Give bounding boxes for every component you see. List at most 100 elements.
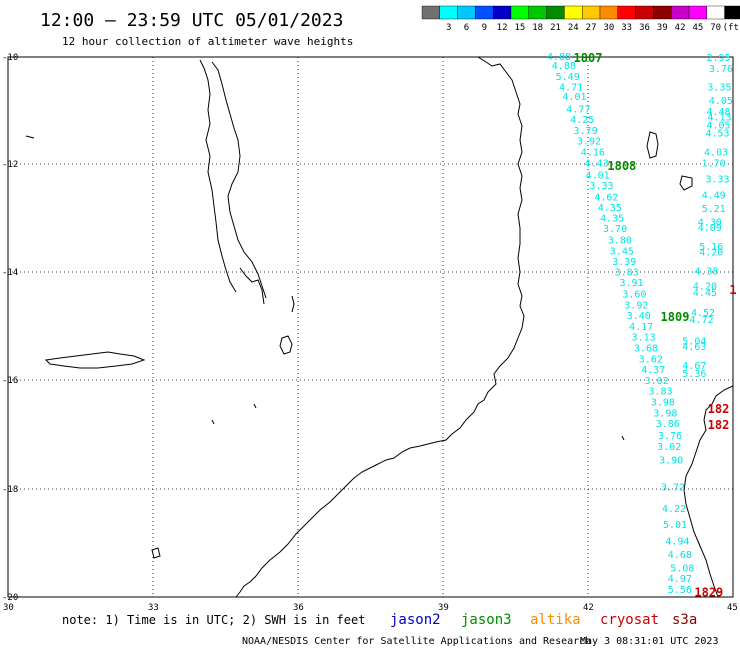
satellite-legend-cryosat: cryosat [600, 612, 659, 628]
madagascar-west-coast [683, 385, 734, 598]
satellite-legend-jason3: jason3 [461, 612, 512, 628]
wave-height-value: 3.62 [639, 354, 663, 365]
legend-swatch [617, 5, 636, 20]
wave-height-value: 5.04 [682, 337, 706, 348]
wave-height-value: 3.13 [632, 333, 656, 344]
legend-swatch [546, 5, 565, 20]
wave-height-value: 4.13 [707, 112, 731, 123]
lat-label: -20 [2, 593, 18, 603]
wave-height-value: 5.56 [668, 585, 692, 596]
wave-height-value: 4.17 [629, 322, 653, 333]
legend-tick-label: 18 [532, 23, 543, 33]
lake-patch [239, 267, 265, 305]
wave-height-value: 5.21 [702, 204, 726, 215]
wave-height-value: 3.70 [603, 224, 627, 235]
wave-height-value: 4.77 [566, 104, 590, 115]
latitude-labels: -10 -12 -14 -16 -18 -20 [2, 53, 18, 603]
legend-swatch [457, 5, 476, 20]
legend-swatch [421, 5, 440, 20]
wave-height-value: 3.76 [658, 431, 682, 442]
wave-height-value: 4.05 [706, 121, 730, 132]
wave-height-value: 4.62 [594, 192, 618, 203]
legend-tick-label: 21 [550, 23, 561, 33]
legend-swatch [671, 5, 690, 20]
graticule [8, 57, 733, 597]
legend-tick-label: (ft) [723, 23, 740, 33]
wave-height-value: 3.83 [648, 387, 672, 398]
comoros-grande-comore [646, 131, 659, 159]
legend-tick-label: 30 [603, 23, 614, 33]
legend-swatch [724, 5, 740, 20]
wave-height-value: 4.63 [682, 342, 706, 353]
wave-height-value: 4.16 [581, 148, 605, 159]
legend-tick-label: 42 [675, 23, 686, 33]
pass-label: 1807 [574, 51, 603, 65]
wave-height-value: 3.39 [612, 257, 636, 268]
wave-height-value: 4.52 [691, 308, 715, 319]
page-subtitle: 12 hour collection of altimeter wave hei… [62, 35, 353, 48]
wave-height-value: 5.01 [663, 520, 687, 531]
legend-swatch [475, 5, 494, 20]
wave-height-value: 4.97 [668, 574, 692, 585]
legend-swatch [564, 5, 583, 20]
wave-height-value: 3.91 [619, 278, 643, 289]
legend-swatch [653, 5, 672, 20]
small-island-3 [151, 547, 161, 559]
lat-label: -14 [2, 268, 18, 278]
wave-height-value: 4.37 [641, 365, 665, 376]
wave-height-value: 4.68 [668, 550, 692, 561]
wave-height-value: 3.33 [705, 175, 729, 186]
wave-height-value: 5.49 [556, 72, 580, 83]
wave-height-value: 5.36 [682, 369, 706, 380]
wave-height-value: 4.20 [693, 281, 717, 292]
lon-label: 36 [293, 603, 304, 613]
legend-swatch [635, 5, 654, 20]
lat-label: -18 [2, 485, 18, 495]
wave-height-value: 3.80 [608, 236, 632, 247]
legend-tick-label: 15 [514, 23, 525, 33]
legend-swatch [582, 5, 601, 20]
wave-height-value: 3.68 [634, 344, 658, 355]
wave-height-value: 4.30 [698, 218, 722, 229]
lon-label: 45 [727, 603, 738, 613]
coastlines [25, 56, 734, 598]
wave-height-value: 4.88 [547, 52, 571, 63]
wave-height-value: 4.22 [662, 504, 686, 515]
wave-height-value: 3.35 [707, 83, 731, 94]
legend-swatch [493, 5, 512, 20]
legend-tick-label: 70 [710, 23, 721, 33]
wave-height-value: 3.90 [659, 455, 683, 466]
legend-swatch [688, 5, 707, 20]
legend-tick-label: 39 [657, 23, 668, 33]
pass-label: 182 [708, 402, 730, 416]
wave-height-value: 4.38 [694, 266, 718, 277]
lat-label: -16 [2, 376, 18, 386]
lon-label: 33 [148, 603, 159, 613]
legend-swatch [528, 5, 547, 20]
legend-tick-label: 45 [692, 23, 703, 33]
wave-height-value: 3.33 [589, 181, 613, 192]
lon-label: 42 [583, 603, 594, 613]
wave-height-observations: 4.884.885.494.714.014.774.253.793.924.16… [547, 52, 733, 596]
lake-mweru-fragment [44, 351, 146, 369]
footer-timestamp: May 3 08:31:01 UTC 2023 [580, 636, 718, 647]
satellite-legend-s3a: s3a [672, 612, 697, 628]
satellite-legend-altika: altika [530, 612, 581, 628]
wave-height-value: 4.01 [586, 171, 610, 182]
legend-swatch [706, 5, 725, 20]
legend-tick-label: 9 [482, 23, 487, 33]
wave-height-value: 3.72 [661, 482, 685, 493]
wave-height-value: 4.25 [570, 115, 594, 126]
legend-swatch [510, 5, 529, 20]
small-island-1 [291, 295, 295, 313]
legend-tick-label: 24 [568, 23, 579, 33]
wave-height-value: 4.49 [702, 191, 726, 202]
wave-height-value: 1.70 [702, 158, 726, 169]
wave-height-value: 3.83 [615, 267, 639, 278]
lake-malawi-east-shore [211, 61, 267, 299]
small-island-6 [621, 435, 625, 441]
wave-height-value: 3.02 [657, 442, 681, 453]
wave-height-value: 3.98 [651, 398, 675, 409]
wave-height-value: 4.67 [682, 361, 706, 372]
